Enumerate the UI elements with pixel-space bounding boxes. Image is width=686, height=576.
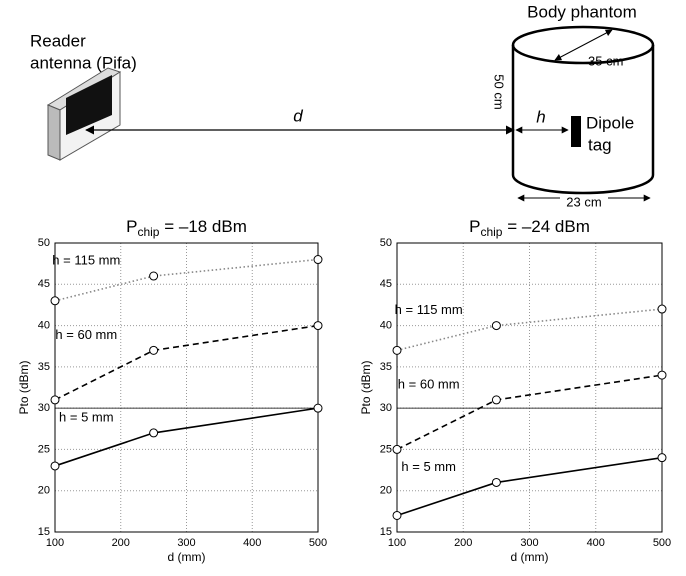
series-label: h = 115 mm <box>395 302 463 317</box>
cylinder-top <box>511 25 655 65</box>
data-point <box>491 477 501 487</box>
data-point <box>392 444 402 454</box>
title-main: P <box>126 217 137 236</box>
series-label: h = 60 mm <box>398 376 460 391</box>
x-tick-label: 100 <box>46 537 64 549</box>
x-axis-label: d (mm) <box>168 550 206 564</box>
phantom-label: Body phantom <box>527 2 637 21</box>
y-tick-label: 25 <box>380 443 392 455</box>
y-tick-label: 20 <box>38 485 50 497</box>
title-sub: chip <box>480 225 502 239</box>
y-tick-label: 20 <box>380 485 392 497</box>
data-point <box>149 428 159 438</box>
depth-label: h <box>536 107 545 126</box>
data-point <box>313 321 323 331</box>
y-axis-label: Pto (dBm) <box>359 360 373 414</box>
x-tick-label: 300 <box>177 537 195 549</box>
x-tick-label: 500 <box>309 537 327 549</box>
series-label: h = 5 mm <box>59 409 114 424</box>
data-point <box>392 345 402 355</box>
series-label: h = 5 mm <box>401 459 456 474</box>
reader-label: Reader <box>30 31 86 50</box>
data-point <box>149 271 159 281</box>
data-point <box>313 255 323 265</box>
y-tick-label: 30 <box>38 402 50 414</box>
data-point <box>392 510 402 520</box>
data-point <box>491 395 501 405</box>
data-point <box>50 461 60 471</box>
data-point <box>657 304 667 314</box>
reader-label: antenna (Pifa) <box>30 53 137 72</box>
title-rest: = –18 dBm <box>159 217 246 236</box>
title-main: P <box>469 217 480 236</box>
x-tick-label: 100 <box>388 537 406 549</box>
y-tick-label: 50 <box>38 237 50 249</box>
dipole-tag <box>571 116 581 147</box>
y-tick-label: 30 <box>380 402 392 414</box>
data-point <box>149 345 159 355</box>
x-tick-label: 200 <box>454 537 472 549</box>
x-tick-label: 400 <box>243 537 261 549</box>
series-line <box>396 308 663 352</box>
cylinder <box>511 45 655 195</box>
y-tick-label: 45 <box>380 278 392 290</box>
reader-antenna <box>46 67 122 161</box>
y-tick-label: 40 <box>380 319 392 331</box>
data-point <box>657 370 667 380</box>
x-tick-label: 400 <box>587 537 605 549</box>
diameter-label: 35 cm <box>588 53 623 68</box>
plot-frame <box>54 242 319 533</box>
data-point <box>50 296 60 306</box>
diameter-arrow <box>554 29 613 61</box>
x-tick-label: 300 <box>520 537 538 549</box>
y-tick-label: 35 <box>38 361 50 373</box>
chart-title: Pchip = –24 dBm <box>469 217 590 239</box>
x-tick-label: 200 <box>112 537 130 549</box>
x-tick-label: 500 <box>653 537 671 549</box>
data-point <box>313 403 323 413</box>
tag-label: Dipole <box>586 113 634 132</box>
tag-label: tag <box>588 135 612 154</box>
data-point <box>491 321 501 331</box>
plot-frame <box>396 242 663 533</box>
data-point <box>50 395 60 405</box>
y-tick-label: 25 <box>38 443 50 455</box>
data-point <box>657 453 667 463</box>
y-tick-label: 15 <box>380 526 392 538</box>
y-tick-label: 35 <box>380 361 392 373</box>
title-rest: = –24 dBm <box>502 217 589 236</box>
y-tick-label: 45 <box>38 278 50 290</box>
y-tick-label: 15 <box>38 526 50 538</box>
y-tick-label: 50 <box>380 237 392 249</box>
distance-label: d <box>293 106 303 125</box>
bottom-label: 23 cm <box>566 194 601 209</box>
x-axis-label: d (mm) <box>511 550 549 564</box>
y-axis-label: Pto (dBm) <box>17 360 31 414</box>
series-label: h = 60 mm <box>55 327 117 342</box>
height-label: 50 cm <box>492 74 507 109</box>
series-label: h = 115 mm <box>52 252 120 267</box>
chart-title: Pchip = –18 dBm <box>126 217 247 239</box>
y-tick-label: 40 <box>38 319 50 331</box>
title-sub: chip <box>137 225 159 239</box>
